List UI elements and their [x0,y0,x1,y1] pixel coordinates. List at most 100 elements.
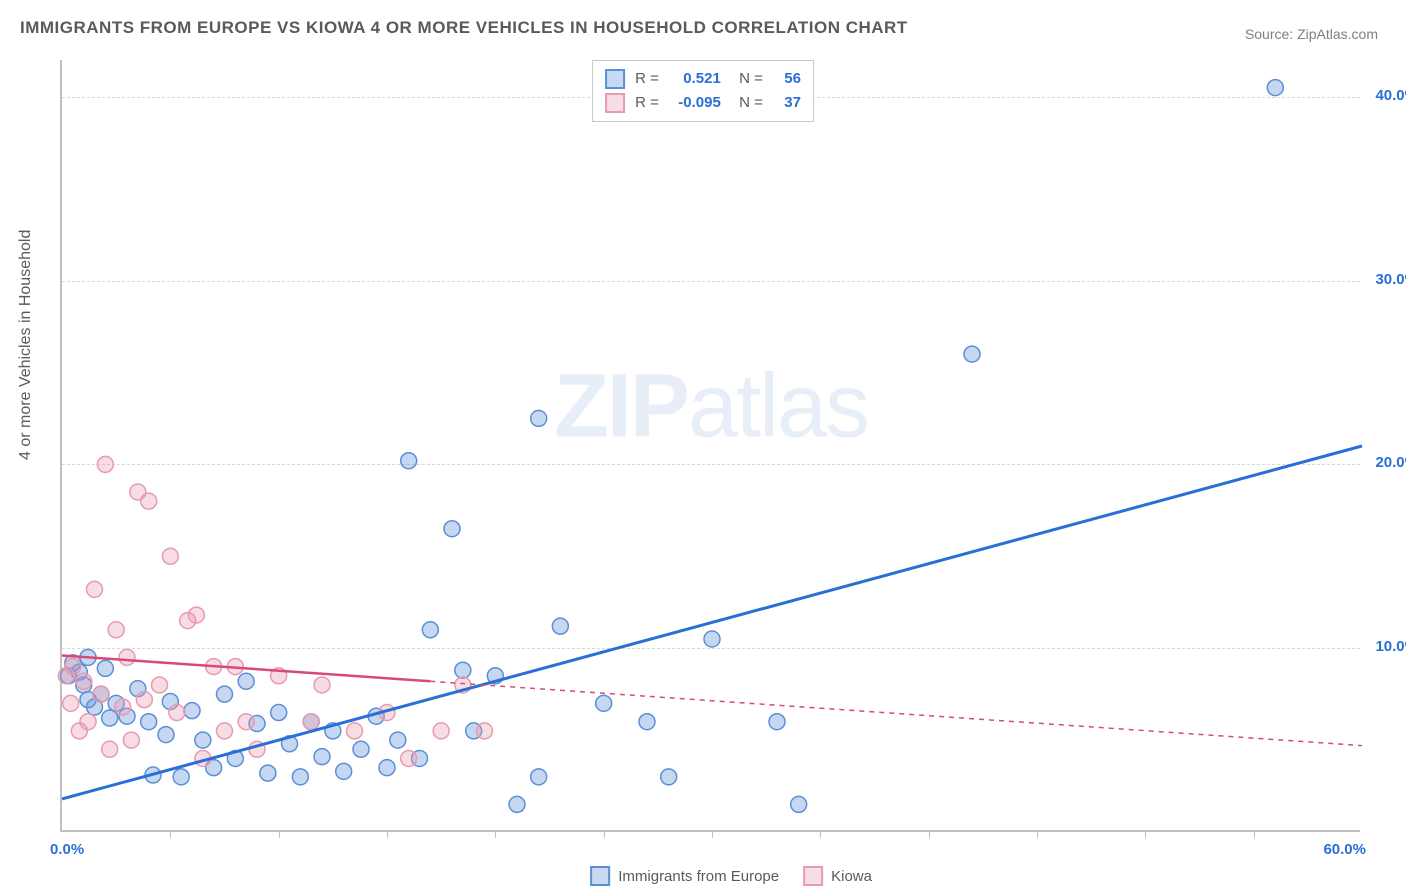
data-point [238,673,254,689]
stat-r-value: 0.521 [669,67,721,91]
data-point [217,686,233,702]
stat-n-label: N = [731,67,763,91]
data-point [353,741,369,757]
stat-n-value: 56 [773,67,801,91]
data-point [401,453,417,469]
data-point [661,769,677,785]
data-point [260,765,276,781]
x-tick-mark [712,830,713,838]
y-axis-label: 4 or more Vehicles in Household [17,230,35,460]
data-point [596,695,612,711]
data-point [444,521,460,537]
y-tick-label: 20.0% [1375,454,1406,471]
data-point [93,686,109,702]
data-point [115,699,131,715]
trend-line-extrapolated [430,681,1362,745]
data-point [769,714,785,730]
stat-n-value: 37 [773,91,801,115]
plot-area: ZIPatlas 10.0%20.0%30.0%40.0% 0.0% 60.0% [60,60,1360,832]
chart-container: IMMIGRANTS FROM EUROPE VS KIOWA 4 OR MOR… [0,0,1406,892]
x-tick-mark [495,830,496,838]
x-tick-mark [1254,830,1255,838]
data-point [162,548,178,564]
data-point [141,493,157,509]
data-point [141,714,157,730]
stat-r-value: -0.095 [669,91,721,115]
data-point [119,649,135,665]
data-point [791,796,807,812]
data-point [379,760,395,776]
data-point [76,673,92,689]
data-point [102,710,118,726]
stat-r-label: R = [635,91,659,115]
stat-r-label: R = [635,67,659,91]
data-point [390,732,406,748]
x-tick-mark [1145,830,1146,838]
x-tick-mark [604,830,605,838]
x-tick-mark [170,830,171,838]
data-point [169,705,185,721]
legend-swatch [605,69,625,89]
data-point [422,622,438,638]
legend-label: Kiowa [831,868,872,885]
y-tick-label: 40.0% [1375,87,1406,104]
stat-n-label: N = [731,91,763,115]
data-point [704,631,720,647]
data-point [238,714,254,730]
data-point [336,763,352,779]
data-point [173,769,189,785]
x-tick-mark [929,830,930,838]
legend-swatch [803,866,823,886]
bottom-legend-item: Kiowa [803,866,872,886]
scatter-svg [62,60,1360,830]
data-point [964,346,980,362]
data-point [158,727,174,743]
x-tick-label-end: 60.0% [1323,841,1366,858]
x-tick-mark [387,830,388,838]
data-point [195,732,211,748]
data-point [314,677,330,693]
data-point [123,732,139,748]
data-point [639,714,655,730]
source-attribution: Source: ZipAtlas.com [1245,26,1378,42]
data-point [152,677,168,693]
y-tick-label: 10.0% [1375,638,1406,655]
data-point [433,723,449,739]
legend-swatch [590,866,610,886]
data-point [184,703,200,719]
bottom-legend-item: Immigrants from Europe [590,866,779,886]
data-point [303,714,319,730]
data-point [97,456,113,472]
x-tick-mark [1037,830,1038,838]
data-point [314,749,330,765]
chart-title: IMMIGRANTS FROM EUROPE VS KIOWA 4 OR MOR… [20,18,908,38]
y-tick-label: 30.0% [1375,271,1406,288]
data-point [80,714,96,730]
x-tick-mark [279,830,280,838]
data-point [401,750,417,766]
data-point [271,705,287,721]
stats-legend-row: R = 0.521 N = 56 [605,67,801,91]
data-point [1267,80,1283,96]
legend-swatch [605,93,625,113]
data-point [63,695,79,711]
data-point [136,692,152,708]
stats-legend: R = 0.521 N = 56 R = -0.095 N = 37 [592,60,814,122]
data-point [108,622,124,638]
data-point [531,410,547,426]
trend-line [62,446,1362,799]
data-point [87,581,103,597]
bottom-legend: Immigrants from Europe Kiowa [590,866,872,886]
data-point [188,607,204,623]
data-point [65,659,81,675]
data-point [531,769,547,785]
data-point [455,662,471,678]
data-point [552,618,568,634]
data-point [97,660,113,676]
x-tick-label-start: 0.0% [50,841,84,858]
x-tick-mark [820,830,821,838]
data-point [292,769,308,785]
stats-legend-row: R = -0.095 N = 37 [605,91,801,115]
data-point [217,723,233,739]
data-point [102,741,118,757]
